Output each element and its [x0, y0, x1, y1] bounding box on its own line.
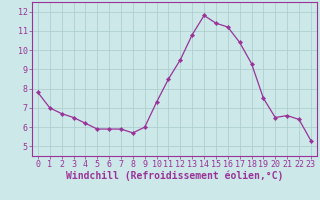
- X-axis label: Windchill (Refroidissement éolien,°C): Windchill (Refroidissement éolien,°C): [66, 171, 283, 181]
